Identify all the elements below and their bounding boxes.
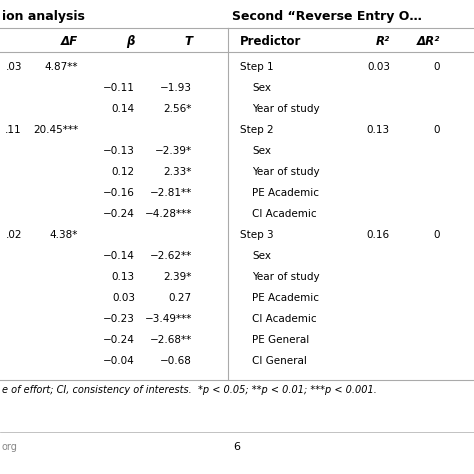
Text: PE Academic: PE Academic <box>252 293 319 303</box>
Text: 0.03: 0.03 <box>112 293 135 303</box>
Text: T: T <box>184 35 192 48</box>
Text: Year of study: Year of study <box>252 104 319 114</box>
Text: −4.28***: −4.28*** <box>145 209 192 219</box>
Text: ion analysis: ion analysis <box>2 10 85 23</box>
Text: .03: .03 <box>6 62 22 72</box>
Text: Sex: Sex <box>252 83 271 93</box>
Text: R²: R² <box>376 35 390 48</box>
Text: −3.49***: −3.49*** <box>145 314 192 324</box>
Text: 2.56*: 2.56* <box>164 104 192 114</box>
Text: CI General: CI General <box>252 356 307 366</box>
Text: .11: .11 <box>5 125 22 135</box>
Text: −0.24: −0.24 <box>103 335 135 345</box>
Text: 4.87**: 4.87** <box>45 62 78 72</box>
Text: 0.16: 0.16 <box>367 230 390 240</box>
Text: 20.45***: 20.45*** <box>33 125 78 135</box>
Text: 0.13: 0.13 <box>112 272 135 282</box>
Text: 6: 6 <box>234 442 240 452</box>
Text: −0.24: −0.24 <box>103 209 135 219</box>
Text: Second “Reverse Entry O…: Second “Reverse Entry O… <box>232 10 422 23</box>
Text: −2.81**: −2.81** <box>150 188 192 198</box>
Text: 0.12: 0.12 <box>112 167 135 177</box>
Text: −0.11: −0.11 <box>103 83 135 93</box>
Text: −0.16: −0.16 <box>103 188 135 198</box>
Text: 4.38*: 4.38* <box>50 230 78 240</box>
Text: .02: .02 <box>6 230 22 240</box>
Text: 2.39*: 2.39* <box>164 272 192 282</box>
Text: −0.13: −0.13 <box>103 146 135 156</box>
Text: CI Academic: CI Academic <box>252 314 317 324</box>
Text: Sex: Sex <box>252 251 271 261</box>
Text: 0: 0 <box>434 125 440 135</box>
Text: 0.14: 0.14 <box>112 104 135 114</box>
Text: Step 1: Step 1 <box>240 62 273 72</box>
Text: β: β <box>127 35 135 48</box>
Text: −0.23: −0.23 <box>103 314 135 324</box>
Text: 0: 0 <box>434 62 440 72</box>
Text: −2.68**: −2.68** <box>150 335 192 345</box>
Text: −2.39*: −2.39* <box>155 146 192 156</box>
Text: −0.14: −0.14 <box>103 251 135 261</box>
Text: 2.33*: 2.33* <box>164 167 192 177</box>
Text: 0.03: 0.03 <box>367 62 390 72</box>
Text: Year of study: Year of study <box>252 272 319 282</box>
Text: ΔR²: ΔR² <box>417 35 440 48</box>
Text: Step 3: Step 3 <box>240 230 273 240</box>
Text: −0.68: −0.68 <box>160 356 192 366</box>
Text: 0: 0 <box>434 230 440 240</box>
Text: e of effort; CI, consistency of interests.  *p < 0.05; **p < 0.01; ***p < 0.001.: e of effort; CI, consistency of interest… <box>2 385 377 395</box>
Text: −2.62**: −2.62** <box>150 251 192 261</box>
Text: 0.27: 0.27 <box>169 293 192 303</box>
Text: Sex: Sex <box>252 146 271 156</box>
Text: 0.13: 0.13 <box>367 125 390 135</box>
Text: CI Academic: CI Academic <box>252 209 317 219</box>
Text: PE General: PE General <box>252 335 309 345</box>
Text: −1.93: −1.93 <box>160 83 192 93</box>
Text: PE Academic: PE Academic <box>252 188 319 198</box>
Text: Predictor: Predictor <box>240 35 301 48</box>
Text: −0.04: −0.04 <box>103 356 135 366</box>
Text: Year of study: Year of study <box>252 167 319 177</box>
Text: ΔF: ΔF <box>61 35 78 48</box>
Text: org: org <box>2 442 18 452</box>
Text: Step 2: Step 2 <box>240 125 273 135</box>
